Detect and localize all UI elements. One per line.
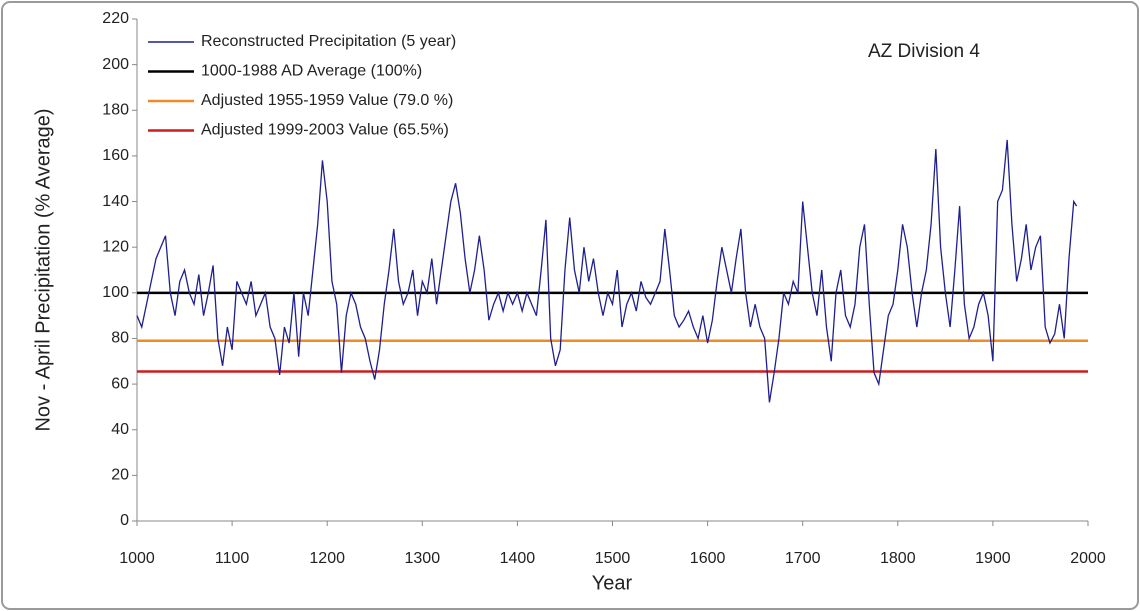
y-tick-label: 120	[102, 238, 129, 255]
x-axis-label: Year	[592, 572, 633, 594]
y-tick-label: 160	[102, 147, 129, 164]
y-tick-label: 40	[111, 421, 129, 438]
y-tick-label: 140	[102, 193, 129, 210]
y-tick-label: 60	[111, 375, 129, 392]
x-tick-label: 1400	[500, 550, 536, 567]
legend-label: Adjusted 1955-1959 Value (79.0 %)	[201, 92, 453, 109]
x-tick-label: 1200	[309, 550, 345, 567]
legend-label: Reconstructed Precipitation (5 year)	[201, 33, 456, 50]
x-tick-label: 1600	[690, 550, 726, 567]
annotation: AZ Division 4	[868, 41, 980, 62]
y-tick-label: 220	[102, 10, 129, 27]
y-tick-label: 0	[120, 512, 129, 529]
y-tick-label: 200	[102, 56, 129, 73]
x-tick-label: 2000	[1070, 550, 1106, 567]
y-tick-label: 80	[111, 330, 129, 347]
y-tick-label: 100	[102, 284, 129, 301]
x-tick-label: 1700	[785, 550, 821, 567]
x-tick-label: 1900	[975, 550, 1011, 567]
x-tick-label: 1300	[405, 550, 441, 567]
y-axis-label: Nov - April Precipitation (% Average)	[32, 108, 54, 431]
data-line	[136, 139, 1078, 403]
y-tick-label: 180	[102, 101, 129, 118]
legend-label: 1000-1988 AD Average (100%)	[201, 63, 422, 80]
legend-label: Adjusted 1999-2003 Value (65.5%)	[201, 122, 449, 139]
x-tick-label: 1000	[119, 550, 155, 567]
x-tick-label: 1100	[215, 550, 250, 567]
x-tick-label: 1500	[595, 550, 631, 567]
y-tick-label: 20	[111, 467, 129, 484]
x-tick-label: 1800	[880, 550, 916, 567]
